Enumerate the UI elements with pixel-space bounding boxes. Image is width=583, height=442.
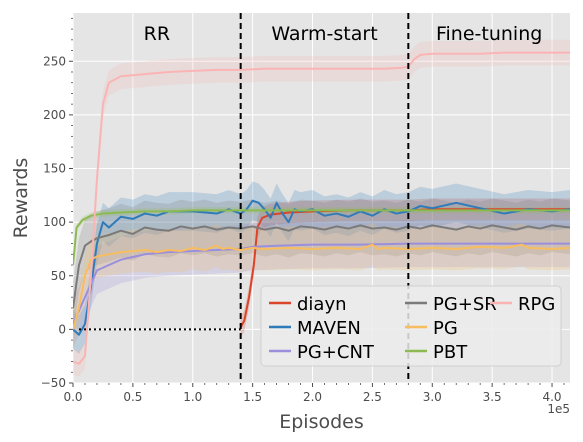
- phase-label: Warm-start: [271, 23, 377, 45]
- x-tick-label: 1.0: [183, 390, 202, 404]
- x-tick-label: 0.5: [123, 390, 142, 404]
- legend-entry: PBT: [433, 342, 468, 363]
- series-band-rpg: [73, 39, 570, 377]
- series-band-pg-cnt: [73, 219, 570, 348]
- legend-entry: RPG: [518, 294, 555, 315]
- phase-label: Fine-tuning: [436, 23, 542, 45]
- y-tick-label: 0: [58, 322, 66, 336]
- series-line-rpg: [73, 51, 570, 365]
- x-tick-label: 2.5: [363, 390, 382, 404]
- legend-entry: PG+SR: [433, 294, 497, 315]
- y-axis-label: Rewards: [10, 158, 32, 239]
- series-line-pg: [73, 243, 570, 330]
- legend-entry: diayn: [297, 294, 347, 315]
- series-band-maven: [73, 181, 570, 355]
- series-line-maven: [73, 199, 570, 336]
- x-tick-label: 1.5: [243, 390, 262, 404]
- series-line-pg-sr: [73, 224, 570, 309]
- series-line-pbt: [73, 209, 570, 266]
- x-tick-label: 2.0: [303, 390, 322, 404]
- x-tick-label: 4.0: [542, 390, 561, 404]
- y-tick-label: 100: [43, 215, 66, 229]
- x-axis-offset-label: 1e5: [547, 402, 570, 416]
- y-tick-label: 200: [43, 108, 66, 122]
- x-axis-label: Episodes: [279, 411, 364, 433]
- y-tick-label: −50: [41, 376, 66, 390]
- y-tick-label: 250: [43, 54, 66, 68]
- legend-entry: PG: [433, 318, 458, 339]
- series-line-diayn: [239, 208, 570, 328]
- legend-entry: PG+CNT: [297, 342, 375, 363]
- series-band-pg-sr: [73, 198, 570, 335]
- x-tick-label: 3.5: [483, 390, 502, 404]
- x-tick-label: 3.0: [423, 390, 442, 404]
- y-tick-label: 50: [51, 269, 66, 283]
- legend-entry: MAVEN: [297, 318, 361, 339]
- y-tick-label: 150: [43, 162, 66, 176]
- phase-label: RR: [144, 23, 170, 45]
- series-band-pg: [73, 223, 570, 351]
- x-tick-label: 0.0: [63, 390, 82, 404]
